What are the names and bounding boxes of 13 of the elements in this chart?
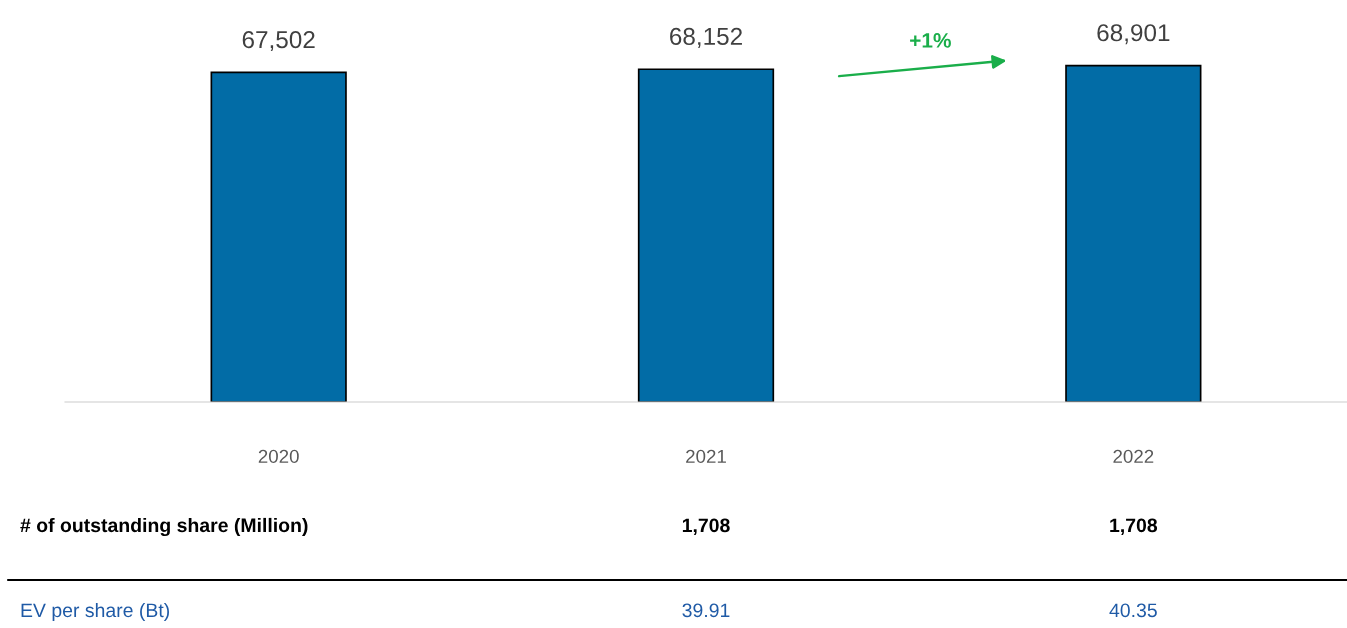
text: +1%: [910, 33, 951, 48]
text: 39.91: [682, 603, 730, 618]
text: 1,708: [1110, 518, 1158, 536]
text: EV per share (Bt): [21, 602, 169, 622]
text: # of outstanding share (Million): [20, 517, 308, 537]
text: 1,708: [682, 518, 730, 536]
x-tick-label: 2022: [1113, 449, 1154, 463]
text: 40.35: [1109, 603, 1157, 618]
x-tick-label: 2020: [258, 449, 299, 463]
data-label: 67,502: [242, 30, 315, 52]
data-label: 68,901: [1097, 24, 1170, 45]
x-tick-label: 2021: [686, 449, 726, 463]
data-label: 68,152: [670, 27, 742, 48]
